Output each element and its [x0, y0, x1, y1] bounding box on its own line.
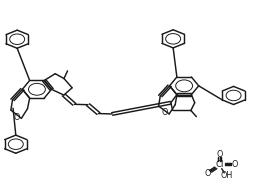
Text: OH: OH [221, 171, 233, 180]
Text: O: O [14, 113, 20, 121]
Text: O: O [205, 169, 211, 178]
Text: O: O [217, 150, 223, 159]
Text: O: O [161, 108, 168, 117]
Text: Cl: Cl [216, 160, 224, 169]
Text: O: O [231, 160, 238, 169]
